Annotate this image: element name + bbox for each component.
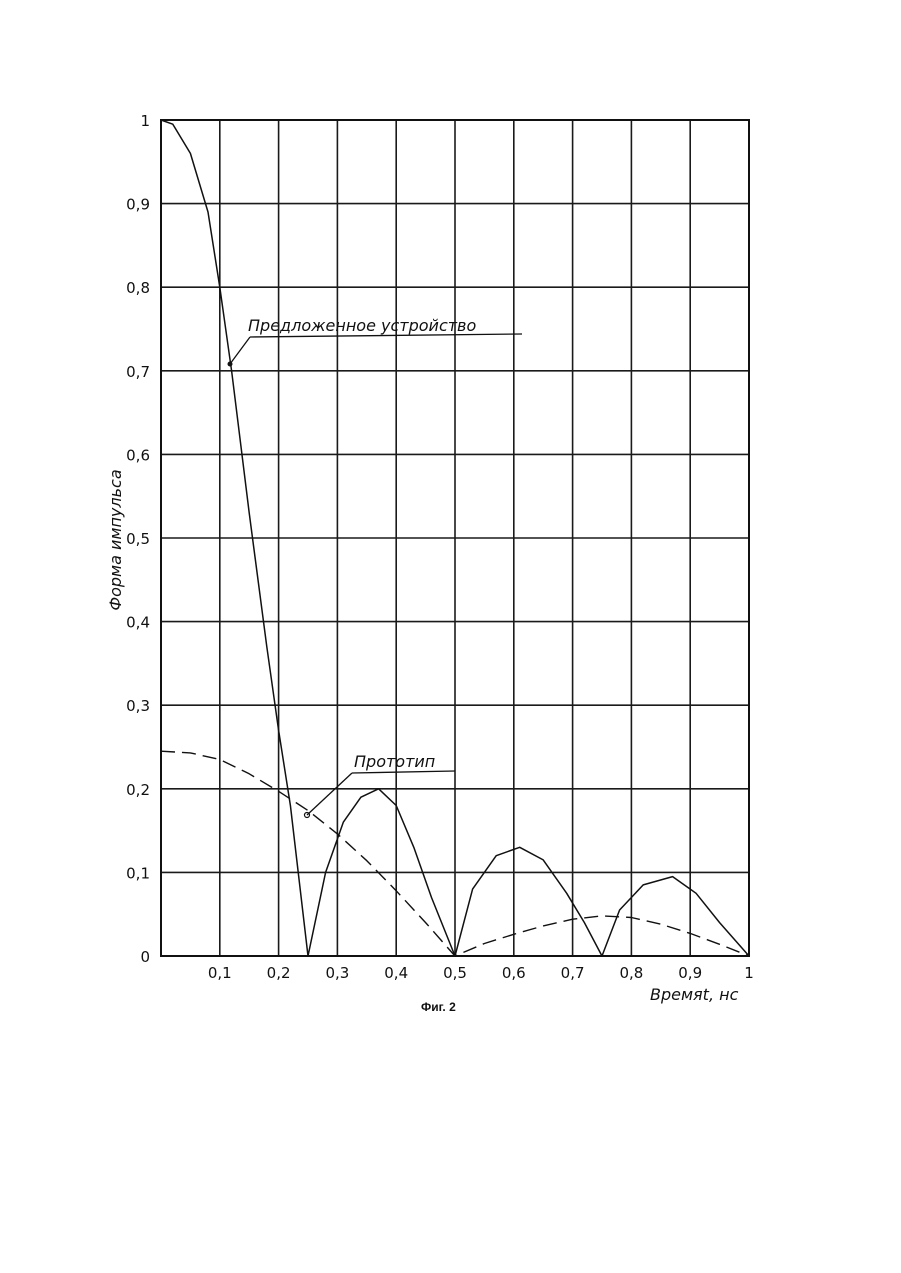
x-tick-label: 0,1 [208, 964, 232, 982]
grid-layer [161, 120, 749, 956]
x-tick-label: 0,4 [384, 964, 408, 982]
y-tick-label: 0,2 [126, 781, 150, 799]
x-tick-label: 0,9 [678, 964, 702, 982]
y-tick-label: 0,7 [126, 363, 150, 381]
y-tick-label: 0 [140, 948, 150, 966]
y-tick-label: 1 [140, 112, 150, 130]
underline-prototype [352, 771, 455, 773]
y-tick-label: 0,4 [126, 614, 150, 632]
label-proposed: Предложенное устройство [248, 316, 476, 335]
y-tick-label: 0,1 [126, 864, 150, 882]
x-tick-label: 0,8 [619, 964, 643, 982]
x-tick-label: 0,2 [267, 964, 291, 982]
x-tick-label: 0,3 [325, 964, 349, 982]
figure-caption: Фиг. 2 [421, 1000, 456, 1014]
x-tick-label: 0,5 [443, 964, 467, 982]
y-tick-label: 0,9 [126, 196, 150, 214]
y-tick-label: 0,8 [126, 279, 150, 297]
y-tick-label: 0,6 [126, 446, 150, 464]
y-tick-label: 0,5 [126, 530, 150, 548]
x-tick-label: 0,6 [502, 964, 526, 982]
x-tick-label: 0,7 [561, 964, 585, 982]
x-tick-label: 1 [744, 964, 754, 982]
marker-proposed [228, 362, 233, 367]
label-prototype: Прототип [354, 752, 435, 771]
x-axis-title: Времяt, нс [650, 985, 739, 1004]
y-tick-label: 0,3 [126, 697, 150, 715]
y-axis-title: Форма импульса [106, 469, 125, 610]
leader-proposed [230, 337, 250, 364]
leader-prototype [307, 773, 352, 815]
